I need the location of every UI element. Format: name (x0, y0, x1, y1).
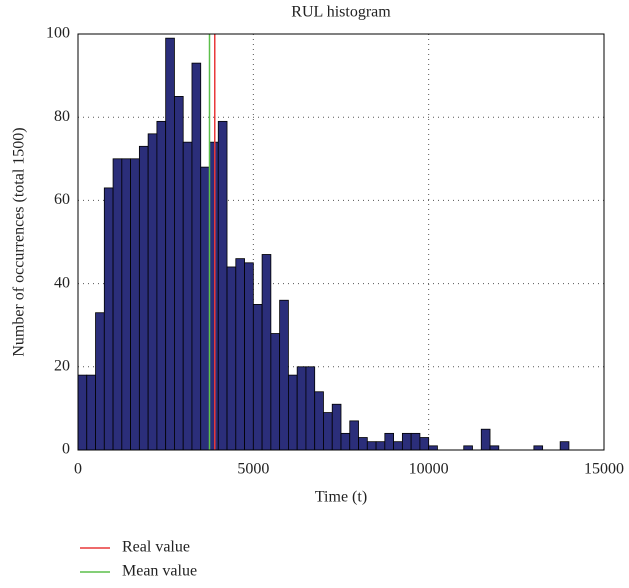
bar (130, 158, 140, 451)
bar (314, 391, 324, 451)
bar (112, 158, 123, 451)
bar (331, 403, 342, 451)
bar (174, 96, 184, 451)
y-tick-label: 80 (54, 108, 70, 125)
bar (138, 145, 149, 451)
plot-frame (77, 33, 605, 451)
bar (349, 420, 359, 451)
y-tick-label: 100 (46, 25, 70, 42)
bar (252, 303, 263, 451)
bar (305, 366, 316, 451)
bar (375, 441, 386, 451)
bar (358, 437, 368, 451)
bar (287, 374, 298, 451)
x-tick-label: 0 (74, 461, 82, 478)
bar (480, 428, 491, 451)
bar (366, 441, 377, 451)
y-axis-label: Number of occurrences (total 1500) (11, 127, 28, 356)
bar (279, 299, 289, 451)
bar (463, 445, 473, 451)
bar (95, 312, 105, 451)
y-tick-label: 60 (54, 191, 70, 208)
bar (261, 254, 272, 451)
bar (217, 120, 228, 451)
bar (191, 62, 202, 451)
bar (121, 158, 132, 451)
bar (323, 412, 333, 451)
legend-label: Mean value (122, 563, 197, 580)
x-tick-label: 10000 (409, 461, 449, 478)
bar (559, 441, 570, 451)
bar (86, 374, 96, 451)
bar (235, 258, 245, 451)
x-tick-label: 15000 (584, 461, 624, 478)
bar (244, 262, 254, 451)
bar (165, 37, 175, 451)
bar (200, 166, 210, 451)
bar (410, 432, 421, 451)
y-tick-label: 20 (54, 357, 70, 374)
bar (428, 445, 438, 451)
x-tick-label: 5000 (237, 461, 269, 478)
bar (103, 187, 114, 451)
bar (393, 441, 403, 451)
bar (270, 333, 281, 451)
bar (77, 374, 88, 451)
bar (296, 366, 307, 451)
bar (182, 141, 193, 451)
y-tick-label: 0 (62, 441, 70, 458)
bar (401, 432, 412, 451)
bar (340, 432, 351, 451)
bar (533, 445, 544, 451)
bar (489, 445, 500, 451)
bar (419, 437, 430, 451)
x-axis-label: Time (t) (315, 489, 367, 506)
bar (226, 266, 237, 451)
legend-label: Real value (122, 539, 190, 556)
y-tick-label: 40 (54, 274, 70, 291)
chart-title: RUL histogram (291, 4, 391, 21)
bar (384, 432, 395, 451)
bar (147, 133, 158, 451)
bar (156, 120, 167, 451)
bar (209, 141, 219, 451)
